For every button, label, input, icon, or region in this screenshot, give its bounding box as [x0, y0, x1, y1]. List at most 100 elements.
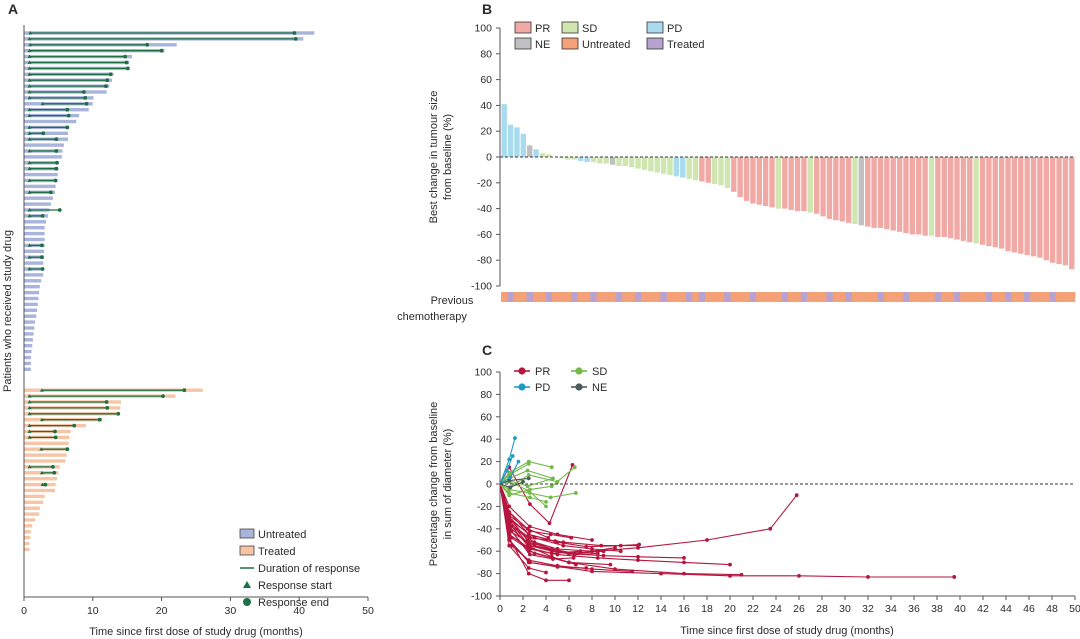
spider-line-pr [499, 483, 593, 541]
waterfall-bar [590, 157, 597, 163]
legend-pr-label: PR [535, 366, 550, 378]
spider-line-sd [499, 481, 547, 507]
waterfall-bar [533, 149, 539, 157]
waterfall-bar [527, 145, 533, 157]
untreated-response-start-marker [40, 101, 45, 106]
chemo-strip-cell [864, 292, 872, 302]
chemo-strip-cell [666, 292, 674, 302]
waterfall-bar [629, 157, 635, 168]
spider-point-pd [510, 454, 515, 458]
spider-point-pr [567, 578, 571, 583]
spider-point-pr [567, 560, 571, 565]
waterfall-bar [941, 157, 947, 237]
spider-point-ne [526, 476, 531, 481]
spider-point-sd [525, 484, 530, 489]
spider-point-pr [682, 571, 686, 576]
untreated-response-end-marker [125, 66, 130, 71]
chemo-strip-cell [520, 292, 527, 302]
strip-label-line2: chemotherapy [397, 311, 467, 323]
panel-c-y-axis-title-line1: Percentage change from baseline [428, 402, 440, 567]
treated-bar [24, 494, 45, 499]
waterfall-bar [654, 157, 660, 173]
spider-point-pr [705, 538, 709, 542]
untreated-bar [24, 143, 64, 147]
untreated-response-end-marker [41, 131, 46, 136]
untreated-response-start-marker [27, 72, 32, 76]
waterfall-bar [967, 157, 973, 243]
chemo-strip-cell [724, 292, 731, 302]
untreated-response-start-marker [27, 84, 32, 88]
waterfall-bar [686, 157, 692, 179]
waterfall-bar [711, 157, 718, 185]
untreated-response-end-marker [39, 255, 44, 260]
spider-point-pr [507, 538, 512, 542]
panel-a-x-tick-label: 0 [21, 605, 27, 617]
spider-point-pr [561, 543, 566, 548]
spider-point-pr [636, 558, 640, 563]
waterfall-bar [769, 157, 775, 208]
panel-b-y-tick-label: -20 [477, 177, 492, 189]
spider-point-pr [601, 553, 606, 558]
panel-c-x-tick-label: 24 [770, 603, 782, 615]
untreated-response-end-marker [40, 214, 45, 218]
spider-point-sd [572, 465, 577, 470]
panel-c-y-tick-label: -60 [477, 546, 492, 558]
chemo-strip-cell [883, 292, 891, 302]
spider-point-pr [636, 543, 640, 548]
strip-label-line1: Previous [431, 295, 474, 307]
spider-line-pr [499, 483, 598, 556]
chemo-strip-cell [972, 292, 980, 302]
waterfall-bar [928, 157, 935, 236]
panel-c-x-tick-label: 20 [724, 603, 736, 615]
waterfall-bar [737, 157, 743, 197]
spider-point-ne [507, 478, 512, 483]
legend-treated-swatch [646, 37, 664, 50]
panel-c-label: C [482, 342, 492, 358]
spider-point-pr [584, 566, 589, 570]
untreated-bar [24, 184, 56, 189]
legend-sd-label: SD [592, 366, 607, 378]
waterfall-bar [788, 157, 794, 210]
untreated-bar [24, 237, 45, 242]
panel-a-label: A [8, 1, 18, 17]
chemo-strip-cell [762, 292, 770, 302]
waterfall-bar [507, 124, 514, 157]
untreated-response-end-marker [159, 48, 164, 53]
chemo-strip-cell [641, 292, 648, 302]
untreated-response-start-marker [27, 78, 32, 82]
waterfall-bar [718, 157, 724, 186]
untreated-response-end-marker [124, 60, 129, 65]
chemo-strip-cell [634, 292, 642, 302]
spider-point-pr [528, 502, 532, 507]
waterfall-bar [705, 157, 711, 183]
chemo-strip-cell [890, 292, 897, 302]
untreated-bar [24, 226, 45, 230]
chemo-strip-cell [1030, 292, 1038, 302]
untreated-response-start-marker [27, 66, 32, 70]
legend-ne-marker [575, 383, 583, 391]
panel-c-y-tick-label: 100 [474, 367, 492, 379]
chemo-strip-cell [756, 292, 763, 302]
chemo-strip-cell [736, 292, 744, 302]
spider-point-pd [516, 459, 521, 464]
treated-response-start-marker [39, 388, 44, 392]
chemo-strip-cell [1043, 292, 1050, 302]
treated-response-start-marker [27, 411, 32, 416]
spider-point-sd [526, 488, 531, 493]
treated-response-start-marker [27, 464, 32, 469]
spider-point-pr [952, 575, 957, 579]
panel-a-x-tick-label: 30 [225, 605, 237, 617]
spider-point-pr [608, 562, 613, 567]
treated-bar [24, 482, 56, 487]
waterfall-bar [935, 157, 941, 237]
panel-b-y-tick-label: 20 [480, 126, 492, 138]
chemo-strip-cell [539, 292, 546, 302]
panel-c-x-tick-label: 2 [520, 603, 526, 615]
spider-point-pd [507, 457, 512, 462]
treated-bar [24, 459, 66, 463]
spider-point-sd [528, 495, 532, 500]
panel-c-y-axis-title-line2: in sum of diameter (%) [442, 429, 454, 540]
spider-point-sd [551, 476, 555, 481]
treated-response-start-marker [27, 423, 32, 427]
legend-ne-swatch [514, 37, 532, 50]
